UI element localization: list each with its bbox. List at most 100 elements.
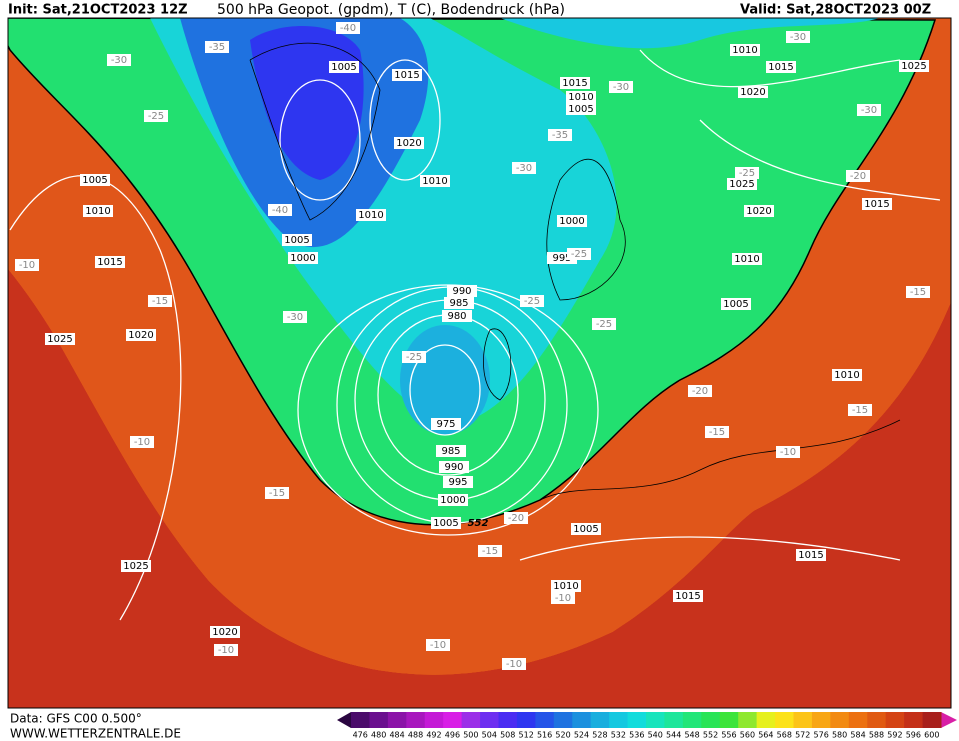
- isobars: [9, 49, 941, 621]
- pressure-label-bg: [329, 61, 359, 73]
- temperature-label-bg: [551, 592, 575, 604]
- temperature-label: -20: [692, 386, 708, 397]
- colorbar-tick-label: 576: [814, 731, 829, 740]
- temperature-label-bg: [144, 110, 168, 122]
- pressure-label: 1020: [746, 206, 771, 217]
- temperature-label: -30: [111, 55, 127, 66]
- colorbar-tick-label: 524: [574, 731, 589, 740]
- pressure-label: 1025: [729, 179, 754, 190]
- pressure-label: 980: [447, 311, 466, 322]
- temperature-label-bg: [502, 658, 526, 670]
- colorbar-box: [369, 712, 389, 728]
- colorbar-tick-label: 556: [721, 731, 736, 740]
- colorbar-tick-label: 488: [408, 731, 423, 740]
- pressure-label: 1000: [290, 253, 315, 264]
- coastlines: [249, 42, 901, 501]
- temperature-label: -30: [613, 82, 629, 93]
- temperature-label-bg: [520, 295, 544, 307]
- colorbar-tick-label: 568: [777, 731, 792, 740]
- pressure-label-bg: [420, 175, 450, 187]
- colorbar-tick-label: 528: [592, 731, 607, 740]
- temperature-label-bg: [776, 446, 800, 458]
- pressure-label: 985: [449, 298, 468, 309]
- pressure-label: 990: [444, 462, 463, 473]
- temperature-label: -25: [596, 319, 612, 330]
- pressure-label-bg: [394, 137, 424, 149]
- colorbar-box: [535, 712, 555, 728]
- pressure-label: 1005: [573, 524, 598, 535]
- temperature-label: -30: [790, 32, 806, 43]
- pressure-label: 1020: [396, 138, 421, 149]
- temperature-label-bg: [205, 41, 229, 53]
- pressure-label: 1015: [798, 550, 823, 561]
- colorbar-box: [553, 712, 573, 728]
- pressure-label-bg: [899, 60, 929, 72]
- pressure-label-bg: [282, 234, 312, 246]
- temperature-label: -25: [739, 168, 755, 179]
- pressure-label-bg: [431, 517, 461, 529]
- pressure-label-bg: [832, 369, 862, 381]
- pressure-label: 1000: [559, 216, 584, 227]
- pressure-label-bg: [551, 580, 581, 592]
- colorbar-box: [701, 712, 721, 728]
- temperature-label-bg: [402, 351, 426, 363]
- pressure-label: 1020: [128, 330, 153, 341]
- pressure-label-bg: [438, 494, 468, 506]
- colorbar-box: [811, 712, 831, 728]
- colorbar-box: [756, 712, 776, 728]
- pressure-label: 1025: [123, 561, 148, 572]
- temperature-label: -10: [218, 645, 234, 656]
- temperature-label: -15: [910, 287, 926, 298]
- colorbar-tick-label: 572: [795, 731, 810, 740]
- data-source: Data: GFS C00 0.500°: [10, 712, 142, 726]
- temperature-label: -35: [552, 130, 568, 141]
- colorbar-box: [498, 712, 518, 728]
- temperature-label: -10: [19, 260, 35, 271]
- temperature-label: -25: [406, 352, 422, 363]
- temperature-label-bg: [478, 545, 502, 557]
- pressure-label-bg: [121, 560, 151, 572]
- pressure-label: 1010: [553, 581, 578, 592]
- temperature-label: -25: [524, 296, 540, 307]
- temperature-label: -25: [571, 249, 587, 260]
- pressure-label-bg: [744, 205, 774, 217]
- pressure-label: 1005: [723, 299, 748, 310]
- pressure-label: 1020: [212, 627, 237, 638]
- colorbar-tick-label: 564: [758, 731, 773, 740]
- colorbar-box: [664, 712, 684, 728]
- temperature-label-bg: [786, 31, 810, 43]
- temperature-label-bg: [592, 318, 616, 330]
- colorbar-box: [867, 712, 887, 728]
- map-field: [8, 18, 951, 708]
- pressure-label: 1025: [47, 334, 72, 345]
- temperature-label: -35: [209, 42, 225, 53]
- colorbar-tick-label: 492: [426, 731, 441, 740]
- colorbar-box: [719, 712, 739, 728]
- pressure-label: 1015: [562, 78, 587, 89]
- pressure-label: 1015: [97, 257, 122, 268]
- pressure-label-bg: [732, 253, 762, 265]
- website: WWW.WETTERZENTRALE.DE: [10, 727, 181, 741]
- pressure-label-bg: [83, 205, 113, 217]
- colorbar-box: [572, 712, 592, 728]
- temperature-label-bg: [130, 436, 154, 448]
- temperature-label: -15: [852, 405, 868, 416]
- colorbar-box: [480, 712, 499, 728]
- colorbar-box: [775, 712, 794, 728]
- temperature-label-bg: [688, 385, 712, 397]
- colorbar-tick-label: 592: [887, 731, 902, 740]
- pressure-label-bg: [447, 285, 477, 297]
- temperature-label-bg: [283, 311, 307, 323]
- colorbar-tick-label: 496: [445, 731, 460, 740]
- temperature-label-bg: [336, 22, 360, 34]
- temperature-label: -10: [780, 447, 796, 458]
- temperature-label-bg: [857, 104, 881, 116]
- colorbar-end: [941, 712, 957, 728]
- colorbar-tick-label: 560: [740, 731, 755, 740]
- temperature-label-bg: [268, 204, 292, 216]
- pressure-label: 1000: [440, 495, 465, 506]
- temperature-label: -15: [269, 488, 285, 499]
- temperature-label-bg: [735, 167, 759, 179]
- pressure-label-bg: [288, 252, 318, 264]
- pressure-label-bg: [444, 297, 474, 309]
